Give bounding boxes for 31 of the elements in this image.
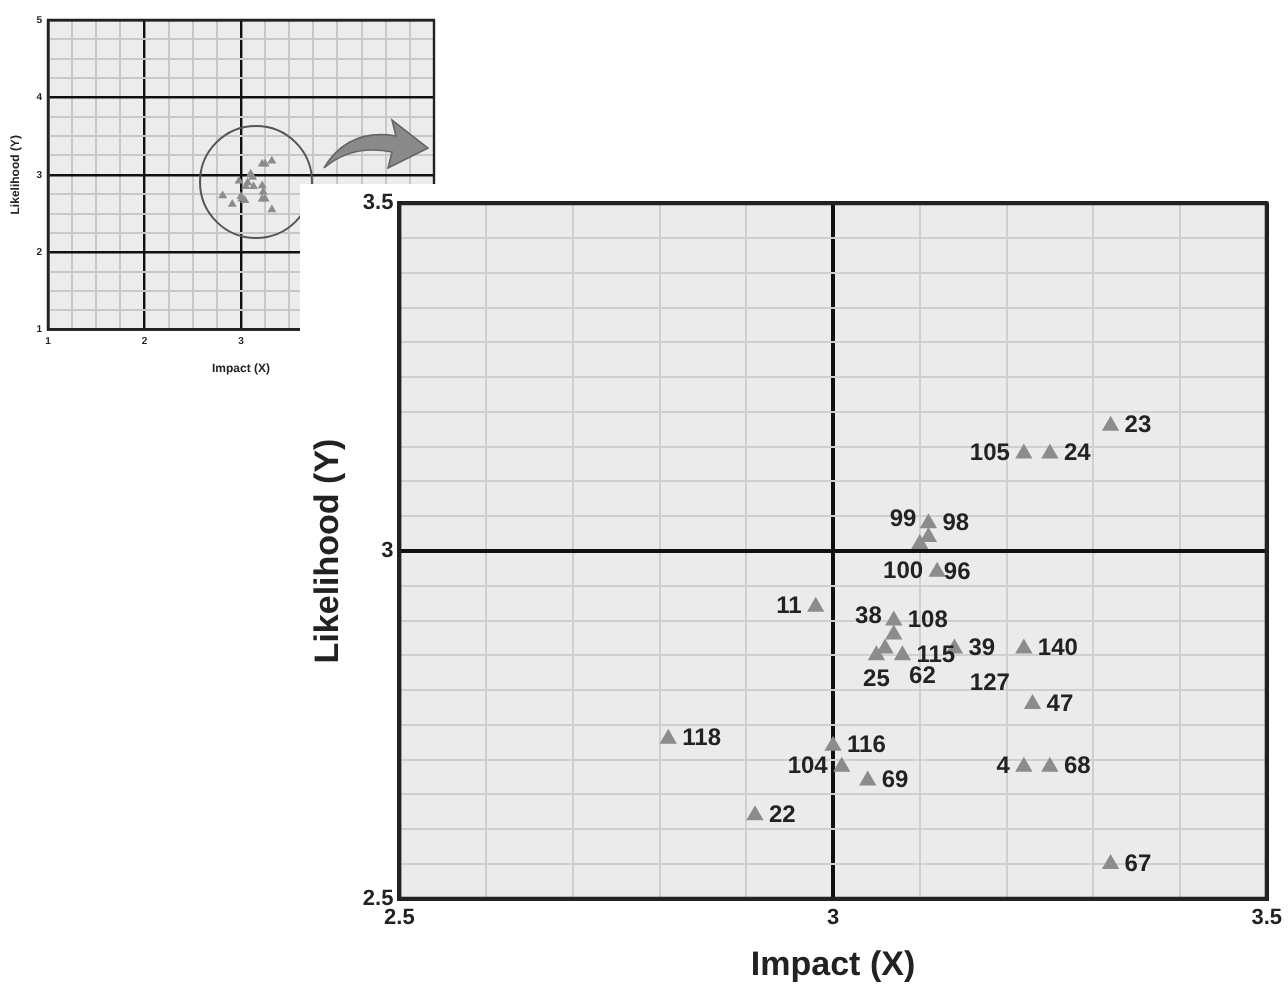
annotation: 108 <box>907 605 949 634</box>
x-tick-label: 3 <box>826 906 840 931</box>
y-tick-label: 2.5 <box>362 886 394 911</box>
annotation: 100 <box>883 556 924 585</box>
annotation: 38 <box>855 601 883 630</box>
y-tick-label: 3 <box>381 539 394 564</box>
annotation: 4 <box>996 751 1011 780</box>
annotation: 68 <box>1063 751 1092 780</box>
annotation: 116 <box>847 730 887 759</box>
annotation: 39 <box>968 633 996 662</box>
annotation: 67 <box>1124 848 1152 877</box>
annotation: 69 <box>881 765 910 794</box>
annotation: 140 <box>1037 633 1079 662</box>
y-axis-title: Likelihood (Y) <box>307 438 346 664</box>
annotation: 47 <box>1046 688 1074 717</box>
annotation: 118 <box>682 723 722 752</box>
annotation: 23 <box>1124 410 1152 439</box>
y-tick-label: 3.5 <box>362 191 394 216</box>
x-axis-title: Impact (X) <box>750 944 916 983</box>
annotation: 127 <box>969 667 1011 696</box>
annotation: 24 <box>1063 438 1092 467</box>
annotation: 98 <box>942 507 970 536</box>
annotation: 11 <box>776 591 803 620</box>
x-tick-label: 3.5 <box>1251 906 1283 931</box>
annotation: 22 <box>768 799 797 828</box>
annotation: 96 <box>943 556 972 585</box>
annotation: 25 <box>863 663 891 692</box>
annotation: 105 <box>969 438 1011 467</box>
annotation: 99 <box>889 503 918 532</box>
annotation: 104 <box>787 751 829 780</box>
x-tick-label: 2.5 <box>384 906 415 931</box>
